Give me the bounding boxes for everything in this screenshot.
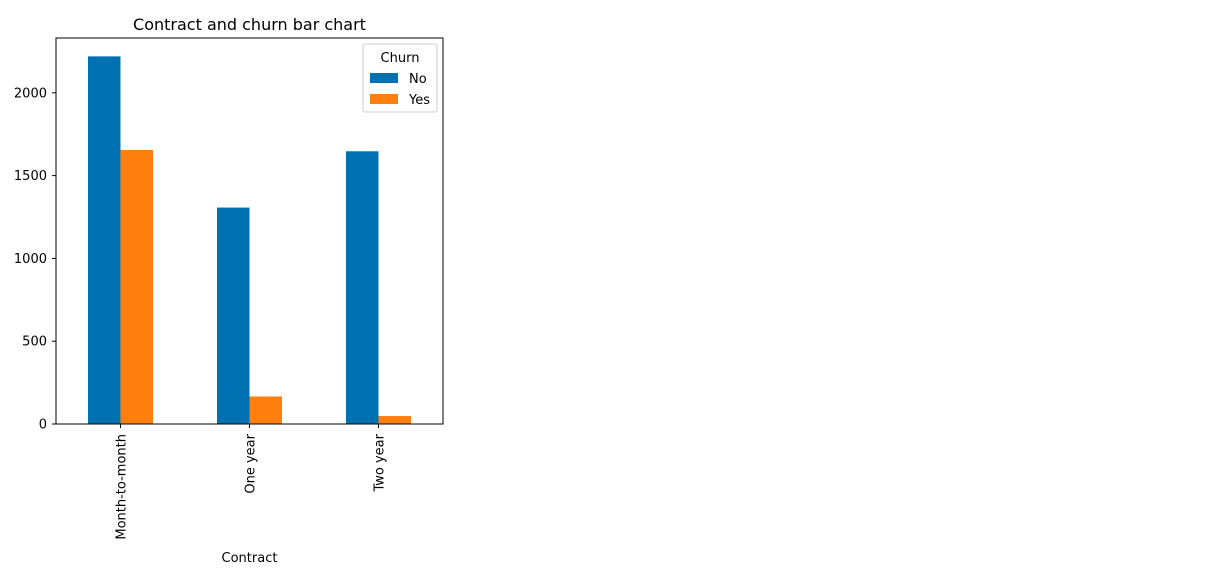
x-axis: Month-to-month One year Two year: [115, 424, 388, 540]
x-tick-label-two-year: Two year: [373, 433, 388, 492]
bar-month-to-month-no: [88, 56, 121, 424]
x-tick-label-month-to-month: Month-to-month: [115, 434, 130, 540]
bar-one-year-no: [217, 207, 250, 424]
legend: Churn No Yes: [362, 43, 438, 113]
bar-two-year-no: [346, 151, 379, 424]
x-tick-label-one-year: One year: [244, 433, 259, 493]
chart-title: Contract and churn bar chart: [133, 15, 366, 34]
y-axis: 0 500 1000 1500 2000: [14, 86, 56, 433]
y-tick-label: 1500: [14, 169, 47, 184]
legend-label-yes: Yes: [408, 93, 430, 108]
bar-month-to-month-yes: [120, 149, 153, 424]
legend-swatch-no: [370, 73, 398, 83]
bar-one-year-yes: [249, 396, 282, 424]
y-tick-label: 0: [39, 418, 47, 433]
y-tick-label: 1000: [14, 252, 47, 267]
y-tick-label: 500: [22, 335, 47, 350]
x-axis-label: Contract: [222, 551, 278, 566]
legend-label-no: No: [409, 72, 427, 87]
legend-title: Churn: [381, 51, 420, 66]
bar-two-year-yes: [378, 416, 411, 424]
plot-frame: [55, 37, 444, 425]
y-tick-label: 2000: [14, 86, 47, 101]
legend-swatch-yes: [370, 94, 398, 104]
bars-layer: [88, 56, 411, 424]
